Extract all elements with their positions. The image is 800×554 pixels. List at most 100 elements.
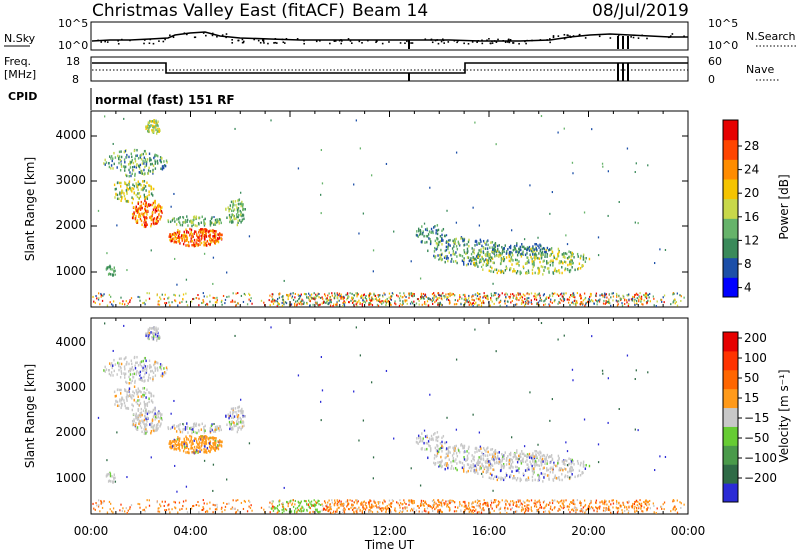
- power-pixel: [489, 265, 492, 269]
- velocity-pixel: [218, 429, 220, 432]
- velocity-pixel: [192, 504, 195, 507]
- velocity-pixel: [426, 434, 428, 438]
- power-pixel: [274, 300, 276, 303]
- power-pixel: [430, 240, 432, 243]
- velocity-pixel: [126, 390, 128, 394]
- velocity-pixel: [486, 454, 489, 457]
- velocity-pixel: [149, 423, 151, 426]
- power-pixel: [487, 263, 489, 267]
- velocity-pixel: [520, 462, 523, 465]
- power-pixel: [545, 297, 547, 300]
- power-pixel: [466, 251, 468, 255]
- power-pixel: [216, 220, 218, 224]
- velocity-pixel: [148, 328, 150, 332]
- power-pixel: [116, 166, 118, 169]
- velocity-pixel: [515, 455, 517, 459]
- power-pixel: [368, 302, 370, 305]
- velocity-pixel: [216, 503, 218, 506]
- power-pixel: [144, 172, 146, 175]
- nsky-point: [569, 35, 571, 38]
- power-pixel: [218, 222, 220, 225]
- velocity-pixel: [140, 376, 142, 380]
- velocity-pixel: [141, 430, 143, 434]
- velocity-pixel: [421, 446, 423, 450]
- power-pixel: [460, 303, 462, 306]
- power-pixel: [370, 299, 372, 302]
- velocity-pixel: [379, 507, 382, 510]
- velocity-pixel: [153, 327, 155, 331]
- velocity-pixel: [582, 465, 585, 468]
- velocity-pixel: [518, 467, 520, 470]
- power-pixel: [311, 296, 313, 299]
- power-pixel: [142, 159, 144, 163]
- velocity-pixel: [424, 435, 427, 438]
- velocity-pixel: [524, 501, 526, 504]
- velocity-pixel: [402, 508, 404, 511]
- power-pixel: [322, 297, 324, 300]
- power-pixel: [305, 293, 307, 296]
- power-pixel: [294, 292, 297, 295]
- power-pixel: [489, 246, 491, 249]
- velocity-pixel: [135, 371, 138, 374]
- power-pixel: [451, 294, 453, 297]
- velocity-pixel: [179, 508, 181, 511]
- power-pixel: [178, 230, 181, 233]
- power-pixel: [240, 294, 243, 297]
- velocity-pixel: [148, 410, 150, 413]
- velocity-pixel: [639, 502, 641, 505]
- power-pixel: [499, 252, 501, 255]
- velocity-pixel: [421, 439, 423, 443]
- velocity-pixel: [574, 503, 576, 506]
- velocity-pixel: [452, 467, 455, 470]
- power-pixel: [395, 303, 397, 306]
- power-pixel: [164, 293, 166, 296]
- power-pixel: [448, 251, 450, 254]
- velocity-pixel: [551, 468, 554, 471]
- velocity-pixel: [230, 407, 233, 411]
- power-pixel: [519, 297, 521, 300]
- velocity-pixel: [534, 460, 537, 463]
- power-pixel: [144, 197, 146, 200]
- power-pixel: [125, 155, 128, 159]
- velocity-pixel: [187, 447, 190, 451]
- power-pixel: [202, 229, 204, 233]
- velocity-pixel: [251, 509, 253, 512]
- power-pixel: [181, 223, 184, 227]
- power-pixel: [383, 300, 385, 303]
- nsky-point: [434, 39, 437, 42]
- power-pixel: [177, 217, 180, 220]
- power-pixel: [129, 162, 132, 166]
- velocity-pixel: [153, 424, 156, 427]
- nsky-point: [186, 33, 188, 36]
- power-pixel: [362, 212, 365, 215]
- velocity-pixel: [169, 442, 172, 446]
- power-pixel: [231, 219, 234, 222]
- velocity-pixel: [531, 475, 534, 479]
- power-pixel: [591, 128, 593, 131]
- power-pixel: [443, 296, 446, 299]
- power-pixel: [570, 301, 573, 304]
- power-pixel: [532, 250, 534, 254]
- power-pixel: [563, 298, 566, 301]
- power-pixel: [452, 241, 455, 244]
- power-pixel: [377, 294, 379, 297]
- power-pixel: [341, 296, 344, 299]
- power-pixel: [231, 221, 233, 224]
- power-pixel: [512, 296, 514, 299]
- power-pixel: [473, 261, 475, 265]
- velocity-pixel: [184, 425, 187, 429]
- velocity-pixel: [126, 397, 128, 401]
- velocity-pixel: [534, 449, 536, 453]
- power-pixel: [557, 269, 559, 273]
- power-pixel: [427, 298, 430, 301]
- colorbar-segment: [723, 120, 738, 141]
- velocity-pixel: [231, 428, 233, 431]
- velocity-pixel: [467, 457, 469, 460]
- power-pixel: [621, 302, 623, 305]
- velocity-pixel: [519, 452, 521, 456]
- power-pixel: [468, 294, 470, 297]
- power-pixel: [468, 259, 471, 263]
- velocity-pixel: [287, 501, 289, 504]
- velocity-pixel: [135, 421, 137, 425]
- power-pixel: [132, 216, 135, 219]
